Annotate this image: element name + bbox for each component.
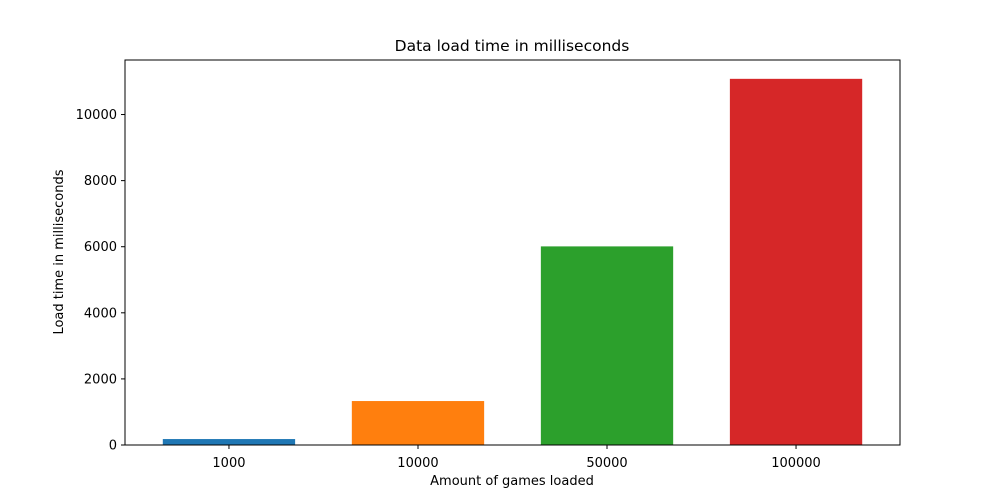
x-tick-label: 10000 bbox=[397, 456, 438, 471]
chart-title: Data load time in milliseconds bbox=[395, 37, 630, 55]
y-tick-label: 2000 bbox=[84, 372, 117, 387]
x-axis-ticks: 1000 10000 50000 100000 bbox=[212, 445, 821, 471]
bar-50000 bbox=[540, 246, 674, 445]
x-tick-label: 100000 bbox=[771, 456, 821, 471]
bar-1000 bbox=[162, 439, 296, 445]
y-tick-label: 10000 bbox=[76, 108, 117, 123]
y-tick-label: 0 bbox=[109, 439, 117, 454]
x-tick-label: 1000 bbox=[212, 456, 245, 471]
y-axis-label: Load time in milliseconds bbox=[52, 169, 67, 334]
y-tick-label: 8000 bbox=[84, 174, 117, 189]
x-axis-label: Amount of games loaded bbox=[430, 474, 594, 489]
bars-group bbox=[162, 78, 863, 445]
y-tick-label: 6000 bbox=[84, 240, 117, 255]
bar-10000 bbox=[351, 401, 485, 445]
y-tick-label: 4000 bbox=[84, 306, 117, 321]
bar-100000 bbox=[729, 78, 863, 445]
x-tick-label: 50000 bbox=[586, 456, 627, 471]
plot-frame bbox=[124, 59, 901, 446]
y-axis-ticks: 0 2000 4000 6000 8000 10000 bbox=[76, 108, 125, 454]
